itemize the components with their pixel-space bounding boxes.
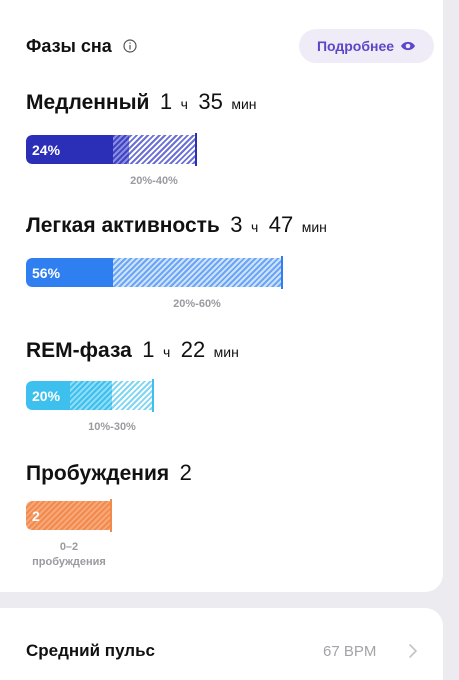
phase-minutes-unit: мин: [213, 344, 239, 360]
phase-header-awake: Пробуждения 2: [26, 460, 192, 486]
phase-bar-awake: 2: [26, 501, 112, 530]
phase-bar-fill: [26, 501, 112, 530]
phase-header-light: Легкая активность 3 ч 47 мин: [26, 212, 327, 238]
eye-icon: [401, 41, 416, 51]
phase-header-deep: Медленный 1 ч 35 мин: [26, 89, 257, 115]
average-pulse-value: 67 BPM: [323, 643, 377, 660]
phase-percent: 24%: [32, 142, 61, 158]
phase-bar-fill: [26, 135, 113, 164]
phase-bar-norm-range: [113, 258, 282, 287]
phase-name: Легкая активность: [26, 214, 220, 237]
more-details-button[interactable]: Подробнее: [299, 29, 434, 63]
average-pulse-label: Средний пульс: [26, 641, 156, 660]
phase-norm-end-marker: [281, 256, 283, 289]
average-pulse-row[interactable]: [0, 608, 443, 680]
more-details-label: Подробнее: [316, 38, 395, 54]
phase-count: 2: [179, 460, 192, 485]
phase-percent: 20%: [32, 388, 61, 404]
phase-bar-overlap: [70, 381, 112, 410]
phase-hours-unit: ч: [162, 344, 171, 360]
phase-minutes-unit: мин: [301, 219, 327, 235]
phase-norm-range-label: 20%-40%: [130, 175, 178, 187]
phase-name: REM-фаза: [26, 339, 132, 362]
phase-hours-unit: ч: [180, 96, 188, 112]
phase-hours: 1: [159, 89, 173, 114]
chevron-right-icon[interactable]: [408, 643, 418, 659]
phase-norm-range-label: 10%-30%: [88, 421, 136, 433]
phase-norm-range-label: 20%-60%: [173, 298, 221, 310]
phase-norm-end-marker: [152, 379, 154, 412]
phase-bar-fill: [26, 258, 113, 287]
phase-bar-rem: 20%: [26, 381, 154, 410]
phase-hours: 1: [142, 337, 155, 362]
phase-minutes: 35: [198, 89, 223, 114]
phase-hours-unit: ч: [251, 219, 259, 235]
phase-minutes: 47: [268, 212, 294, 237]
section-title: Фазы сна: [26, 36, 112, 56]
phase-bar-overlap: [113, 135, 129, 164]
phase-percent: 2: [32, 508, 40, 524]
phase-header-rem: REM-фаза 1 ч 22 мин: [26, 337, 239, 363]
sleep-phases-card: Фазы сна Подробнее Медленный 1 ч 35 мин …: [0, 0, 443, 592]
phase-norm-range-label: 0–2: [59, 541, 79, 553]
phase-norm-end-marker: [195, 133, 197, 166]
info-icon[interactable]: [123, 39, 137, 53]
phase-bar-deep: 24%: [26, 135, 196, 164]
phase-hours: 3: [230, 212, 243, 237]
phase-bar-light: 56%: [26, 258, 282, 287]
phase-norm-range-label-2: пробуждения: [32, 556, 106, 568]
phase-norm-end-marker: [110, 499, 112, 532]
phase-name: Пробуждения: [26, 462, 170, 485]
phase-bar-fill: [26, 381, 70, 410]
phase-name: Медленный: [26, 91, 150, 114]
phase-percent: 56%: [32, 265, 61, 281]
phase-minutes-unit: мин: [231, 96, 257, 112]
phase-minutes: 22: [180, 337, 206, 362]
